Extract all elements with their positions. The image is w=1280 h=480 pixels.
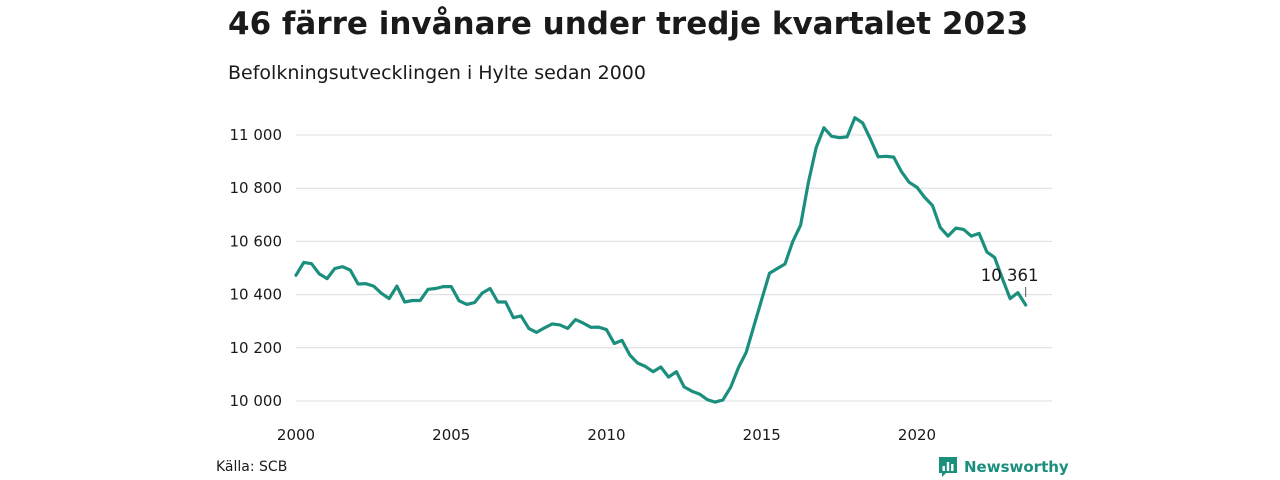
newsworthy-logo[interactable]: Newsworthy [938, 456, 1069, 478]
x-tick-label: 2005 [432, 426, 470, 444]
brand-name: Newsworthy [964, 458, 1069, 476]
source-note: Källa: SCB [216, 459, 288, 475]
line-chart: 10 000 10 200 10 400 10 600 10 800 11 000 2000… [230, 116, 1052, 444]
x-tick-label: 2000 [277, 426, 315, 444]
y-tick-label: 10 000 [230, 392, 283, 410]
y-tick-label: 11 000 [230, 126, 283, 144]
last-value-label: 10 361 [981, 266, 1039, 285]
chart-title: 46 färre invånare under tredje kvartalet… [228, 6, 1029, 42]
x-tick-label: 2020 [898, 426, 936, 444]
y-tick-label: 10 200 [230, 339, 283, 357]
y-tick-label: 10 400 [230, 286, 283, 304]
series-line [294, 116, 1028, 404]
bar-chart-speech-bubble-icon [939, 457, 957, 477]
y-tick-label: 10 600 [230, 232, 283, 250]
x-tick-label: 2010 [587, 426, 625, 444]
x-tick-label: 2015 [743, 426, 781, 444]
y-tick-label: 10 800 [230, 179, 283, 197]
chart-subtitle: Befolkningsutvecklingen i Hylte sedan 20… [228, 62, 646, 84]
